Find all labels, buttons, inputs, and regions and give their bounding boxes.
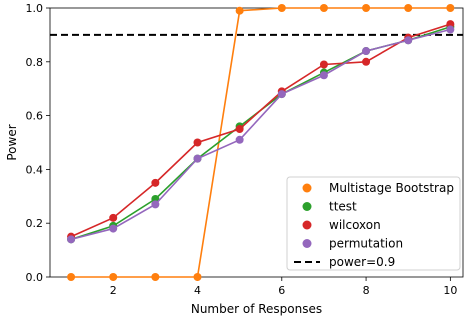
data-point: [109, 224, 118, 233]
data-point: [193, 273, 202, 281]
data-point: [67, 273, 76, 281]
legend-label: Multistage Bootstrap: [329, 181, 454, 195]
legend-entry: Multistage Bootstrap: [302, 181, 454, 195]
data-point: [404, 4, 413, 12]
data-point: [362, 47, 371, 56]
y-tick-label: 0.4: [26, 163, 44, 176]
x-tick-label: 6: [278, 284, 285, 297]
legend-box: [286, 176, 461, 271]
legend-entry: power=0.9: [294, 255, 395, 269]
legend-label: wilcoxon: [329, 218, 381, 232]
y-tick-label: 1.0: [26, 2, 44, 15]
data-point: [319, 71, 328, 80]
y-tick-label: 0.8: [26, 56, 44, 69]
series-permutation: [67, 25, 455, 244]
x-axis-label: Number of Responses: [191, 302, 322, 316]
y-tick-label: 0.6: [26, 110, 44, 123]
y-tick-label: 0.0: [26, 271, 44, 284]
legend-marker: [302, 239, 312, 248]
data-point: [277, 90, 286, 99]
legend-label: ttest: [329, 200, 357, 214]
series-line: [70, 23, 451, 238]
x-tick-label: 8: [363, 284, 370, 297]
data-point: [235, 135, 244, 144]
series-multistage-bootstrap: [67, 4, 455, 281]
data-point: [319, 4, 328, 12]
data-point: [446, 4, 455, 12]
data-point: [151, 273, 160, 281]
legend-marker: [302, 220, 312, 230]
data-point: [109, 273, 118, 281]
series-layer: [67, 4, 455, 281]
legend-marker: [302, 183, 312, 193]
data-point: [193, 154, 202, 163]
legend-marker: [302, 202, 312, 211]
x-tick-label: 10: [443, 284, 457, 297]
data-point: [277, 4, 286, 12]
legend-entry: permutation: [302, 237, 403, 251]
data-point: [193, 138, 202, 147]
data-point: [235, 125, 244, 134]
data-point: [319, 60, 328, 69]
data-point: [404, 36, 413, 45]
axes: 2 4 6 8 10 0.0 0.2 0.4 0.6 0.8 1.0: [26, 2, 464, 297]
y-tick-label: 0.2: [26, 217, 44, 230]
data-point: [362, 4, 371, 12]
data-point: [151, 200, 160, 209]
x-tick-label: 4: [194, 284, 201, 297]
legend: Multistage Bootstrap ttest wilcoxon permuta…: [286, 176, 461, 271]
y-axis-label: Power: [5, 124, 19, 160]
legend-label: permutation: [329, 237, 403, 251]
series-line: [71, 7, 451, 278]
data-point: [362, 57, 371, 66]
x-tick-label: 2: [110, 284, 117, 297]
data-point: [67, 235, 76, 244]
data-point: [446, 25, 455, 34]
data-point: [235, 6, 244, 15]
legend-entry: ttest: [302, 200, 357, 214]
legend-label: power=0.9: [329, 255, 395, 269]
series-line: [70, 28, 451, 241]
data-point: [151, 178, 160, 187]
legend-entry: wilcoxon: [302, 218, 381, 232]
data-point: [109, 213, 118, 222]
plot-frame: [49, 7, 464, 278]
